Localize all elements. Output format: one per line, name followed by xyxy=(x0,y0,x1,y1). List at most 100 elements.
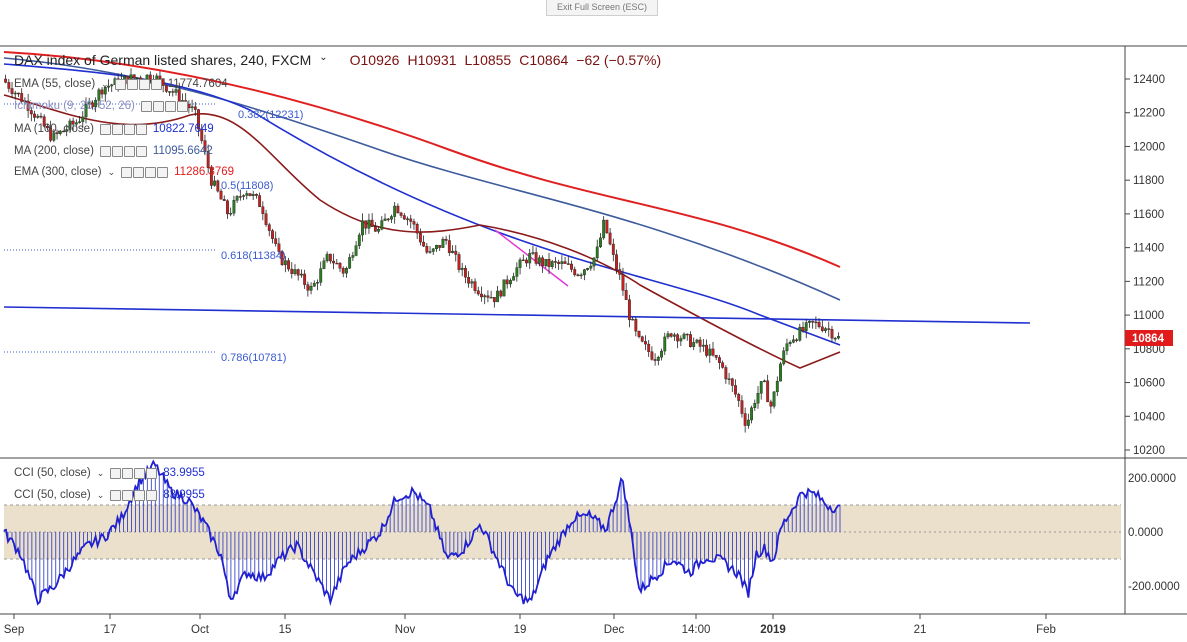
more-icon[interactable] xyxy=(134,489,146,501)
close-icon[interactable] xyxy=(150,78,162,90)
close-icon[interactable] xyxy=(176,100,188,112)
more-icon[interactable] xyxy=(138,78,150,90)
chevron-down-icon[interactable]: ⌄ xyxy=(319,52,328,63)
candle-body xyxy=(65,129,69,132)
legend-buttons[interactable] xyxy=(140,100,188,112)
candle-body xyxy=(480,293,483,298)
legend-ma100[interactable]: MA (100, close) 10822.7649 xyxy=(14,123,214,135)
legend-cci-2[interactable]: CCI (50, close) ⌄ 83.9955 xyxy=(14,489,205,501)
legend-label: CCI (50, close) xyxy=(14,489,91,501)
legend-ema55[interactable]: EMA (55, close) ⌄ 11774.7604 xyxy=(14,78,228,90)
more-icon[interactable] xyxy=(134,467,146,479)
gear-icon[interactable] xyxy=(111,123,123,135)
candle-body xyxy=(190,106,194,109)
candle-body xyxy=(509,280,512,285)
candle-body xyxy=(373,226,377,232)
candle-body xyxy=(624,290,628,300)
eye-icon[interactable] xyxy=(110,489,122,501)
eye-icon[interactable] xyxy=(121,166,133,178)
candle-body xyxy=(277,243,281,252)
legend-ma200[interactable]: MA (200, close) 11095.6642 xyxy=(14,145,213,157)
eye-icon[interactable] xyxy=(99,123,111,135)
legend-buttons[interactable] xyxy=(121,166,169,178)
candle-body xyxy=(390,216,393,220)
exit-fullscreen-button[interactable]: Exit Full Screen (ESC) xyxy=(546,0,658,16)
close-icon[interactable] xyxy=(146,467,158,479)
more-icon[interactable] xyxy=(123,123,135,135)
candle-body xyxy=(216,180,220,192)
eye-icon[interactable] xyxy=(110,467,122,479)
gear-icon[interactable] xyxy=(122,467,134,479)
more-icon[interactable] xyxy=(145,166,157,178)
gear-icon[interactable] xyxy=(133,166,145,178)
candle-body xyxy=(78,121,81,123)
legend-buttons[interactable] xyxy=(110,467,158,479)
candle-body xyxy=(756,393,760,404)
candle-body xyxy=(750,407,753,421)
candle-body xyxy=(653,359,657,361)
candle-body xyxy=(451,250,454,253)
legend-label: CCI (50, close) xyxy=(14,467,91,479)
legend-buttons[interactable] xyxy=(110,489,158,501)
cci-tick-label: 0.0000 xyxy=(1128,527,1163,539)
chevron-down-icon[interactable]: ⌄ xyxy=(107,166,116,177)
legend-buttons[interactable] xyxy=(99,123,147,135)
price-axis: 12400 12200 12000 11800 11600 11400 11200 11000… xyxy=(1125,74,1165,457)
candle-body xyxy=(132,74,136,79)
close-icon[interactable] xyxy=(146,489,158,501)
candle-body xyxy=(528,253,532,264)
candle-body xyxy=(370,219,374,227)
close-icon[interactable] xyxy=(135,123,147,135)
candle-body xyxy=(772,391,776,407)
candle-body xyxy=(586,268,590,270)
candle-body xyxy=(203,140,207,152)
legend-ema300[interactable]: EMA (300, close) ⌄ 11286.3769 xyxy=(14,166,234,178)
candle-body xyxy=(579,274,583,277)
legend-value: 83.9955 xyxy=(163,467,205,479)
candle-body xyxy=(746,419,750,426)
candle-body xyxy=(100,89,104,95)
candle-body xyxy=(611,243,615,255)
chevron-down-icon[interactable]: ⌄ xyxy=(96,467,105,478)
candle-body xyxy=(582,269,586,276)
chart-title[interactable]: DAX index of German listed shares, 240, … xyxy=(14,52,312,68)
close-icon[interactable] xyxy=(135,145,147,157)
candle-body xyxy=(570,263,573,270)
candle-body xyxy=(467,276,471,284)
candle-body xyxy=(554,261,557,263)
candle-body xyxy=(161,78,165,86)
candle-body xyxy=(81,116,85,122)
legend-buttons[interactable] xyxy=(114,78,162,90)
fib-label-0618: 0.618(11384) xyxy=(221,250,286,262)
candle-body xyxy=(496,290,499,303)
candle-body xyxy=(505,279,509,285)
eye-icon[interactable] xyxy=(114,78,126,90)
fib-label-0382: 0.382(12231) xyxy=(238,109,304,121)
legend-buttons[interactable] xyxy=(99,145,147,157)
candle-body xyxy=(345,268,348,274)
more-icon[interactable] xyxy=(123,145,135,157)
legend-ichimoku[interactable]: Ichimoku (9, 26, 52, 26) xyxy=(14,100,188,112)
gear-icon[interactable] xyxy=(111,145,123,157)
gear-icon[interactable] xyxy=(122,489,134,501)
gear-icon[interactable] xyxy=(126,78,138,90)
candle-body xyxy=(283,260,287,266)
eye-icon[interactable] xyxy=(140,100,152,112)
close-icon[interactable] xyxy=(157,166,169,178)
chevron-down-icon[interactable]: ⌄ xyxy=(101,78,109,89)
legend-cci-1[interactable]: CCI (50, close) ⌄ 83.9955 xyxy=(14,467,205,479)
more-icon[interactable] xyxy=(164,100,176,112)
candle-body xyxy=(409,218,413,222)
gear-icon[interactable] xyxy=(152,100,164,112)
candle-body xyxy=(714,354,718,358)
candle-body xyxy=(566,263,570,265)
time-tick-label: Sep xyxy=(4,624,24,636)
candle-body xyxy=(573,269,577,276)
chevron-down-icon[interactable]: ⌄ xyxy=(96,489,105,500)
candle-body xyxy=(811,321,815,323)
candle-body xyxy=(380,220,384,230)
candle-body xyxy=(698,339,702,347)
eye-icon[interactable] xyxy=(99,145,111,157)
candle-body xyxy=(325,253,329,262)
